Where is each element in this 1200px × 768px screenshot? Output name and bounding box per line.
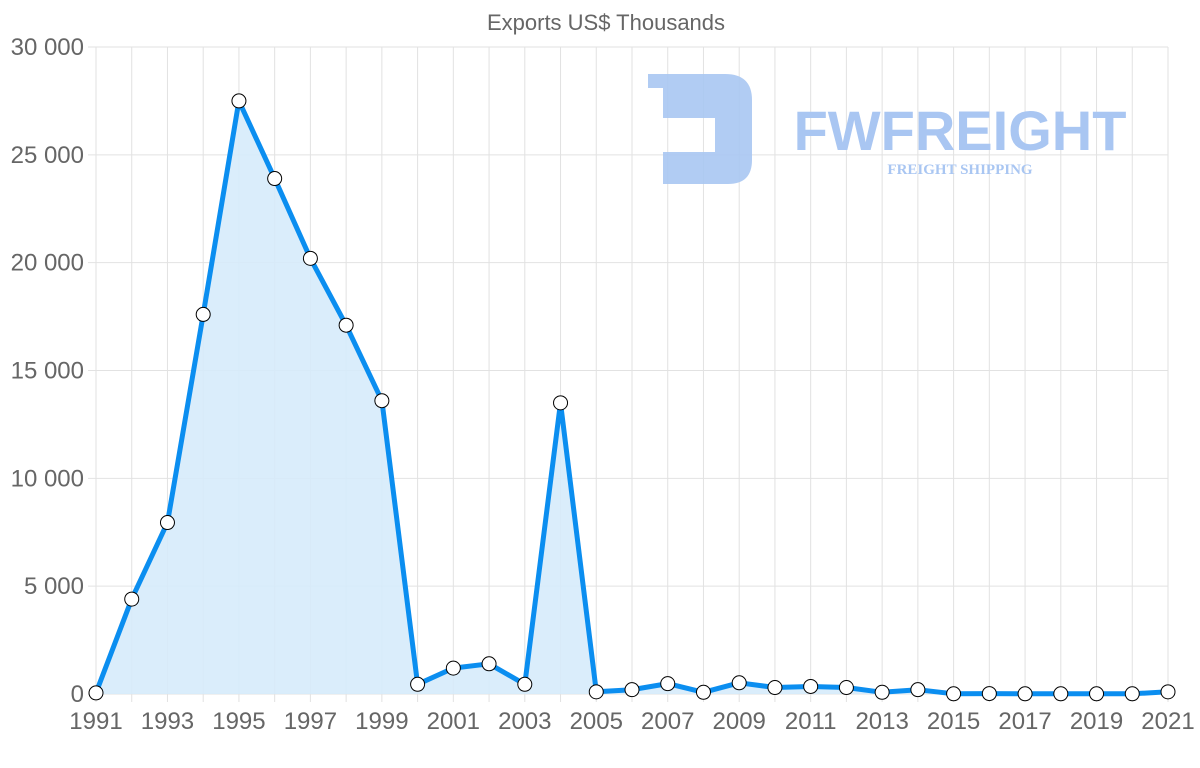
- data-point[interactable]: [946, 686, 962, 702]
- data-point[interactable]: [195, 306, 211, 322]
- x-tick-label: 2005: [570, 708, 623, 735]
- data-point[interactable]: [338, 317, 354, 333]
- data-point[interactable]: [731, 675, 747, 691]
- x-tick-label: 1993: [141, 708, 194, 735]
- x-tick-label: 2015: [927, 708, 980, 735]
- data-point[interactable]: [231, 93, 247, 109]
- data-point[interactable]: [588, 684, 604, 700]
- x-tick-label: 2001: [427, 708, 480, 735]
- x-tick-label: 1995: [212, 708, 265, 735]
- x-tick-label: 1991: [69, 708, 122, 735]
- x-tick-label: 2007: [641, 708, 694, 735]
- data-point[interactable]: [624, 682, 640, 698]
- x-tick-label: 2019: [1070, 708, 1123, 735]
- watermark-brand-text: FWFREIGHT: [794, 99, 1127, 162]
- x-tick-label: 2013: [855, 708, 908, 735]
- data-point[interactable]: [88, 685, 104, 701]
- y-tick-label: 30 000: [11, 34, 84, 61]
- data-point[interactable]: [660, 676, 676, 692]
- x-tick-label: 2003: [498, 708, 551, 735]
- data-point[interactable]: [374, 393, 390, 409]
- fwfreight-logo-icon: [648, 74, 752, 184]
- x-tick-label: 1997: [284, 708, 337, 735]
- data-point[interactable]: [1089, 686, 1105, 702]
- x-axis-labels: 1991 1993 1995 1997 1999 2001 2003 2005 2007 2009…: [69, 708, 1194, 735]
- data-point[interactable]: [910, 682, 926, 698]
- fwfreight-watermark-logo: FWFREIGHT FREIGHT SHIPPING: [648, 74, 1126, 184]
- chart-title: Exports US$ Thousands: [487, 10, 725, 35]
- data-point[interactable]: [481, 656, 497, 672]
- x-tick-label: 2021: [1141, 708, 1194, 735]
- y-tick-label: 0: [71, 681, 84, 708]
- data-point[interactable]: [124, 591, 140, 607]
- x-tick-label: 1999: [355, 708, 408, 735]
- series-area-fill: [96, 100, 1168, 694]
- y-tick-label: 10 000: [11, 465, 84, 492]
- data-point[interactable]: [302, 250, 318, 266]
- x-tick-label: 2009: [713, 708, 766, 735]
- data-point[interactable]: [803, 678, 819, 694]
- y-tick-label: 5 000: [24, 573, 84, 600]
- data-point[interactable]: [1160, 684, 1176, 700]
- data-point[interactable]: [267, 171, 283, 187]
- y-tick-label: 15 000: [11, 358, 84, 385]
- y-axis-labels: 0 5 000 10 000 15 000 20 000 25 000 30 000: [11, 34, 84, 708]
- data-point[interactable]: [410, 676, 426, 692]
- data-point[interactable]: [874, 684, 890, 700]
- x-tick-label: 2011: [785, 708, 837, 735]
- data-points: [88, 93, 1176, 702]
- data-point[interactable]: [1017, 686, 1033, 702]
- y-tick-label: 20 000: [11, 250, 84, 277]
- data-point[interactable]: [1124, 686, 1140, 702]
- data-point[interactable]: [838, 680, 854, 696]
- data-point[interactable]: [695, 684, 711, 700]
- data-point[interactable]: [767, 680, 783, 696]
- data-point[interactable]: [517, 676, 533, 692]
- data-point[interactable]: [1053, 686, 1069, 702]
- watermark-tagline-text: FREIGHT SHIPPING: [887, 162, 1032, 178]
- data-point[interactable]: [981, 686, 997, 702]
- data-point[interactable]: [553, 395, 569, 411]
- data-point[interactable]: [445, 660, 461, 676]
- data-point[interactable]: [159, 515, 175, 531]
- y-tick-label: 25 000: [11, 142, 84, 169]
- x-tick-label: 2017: [998, 708, 1051, 735]
